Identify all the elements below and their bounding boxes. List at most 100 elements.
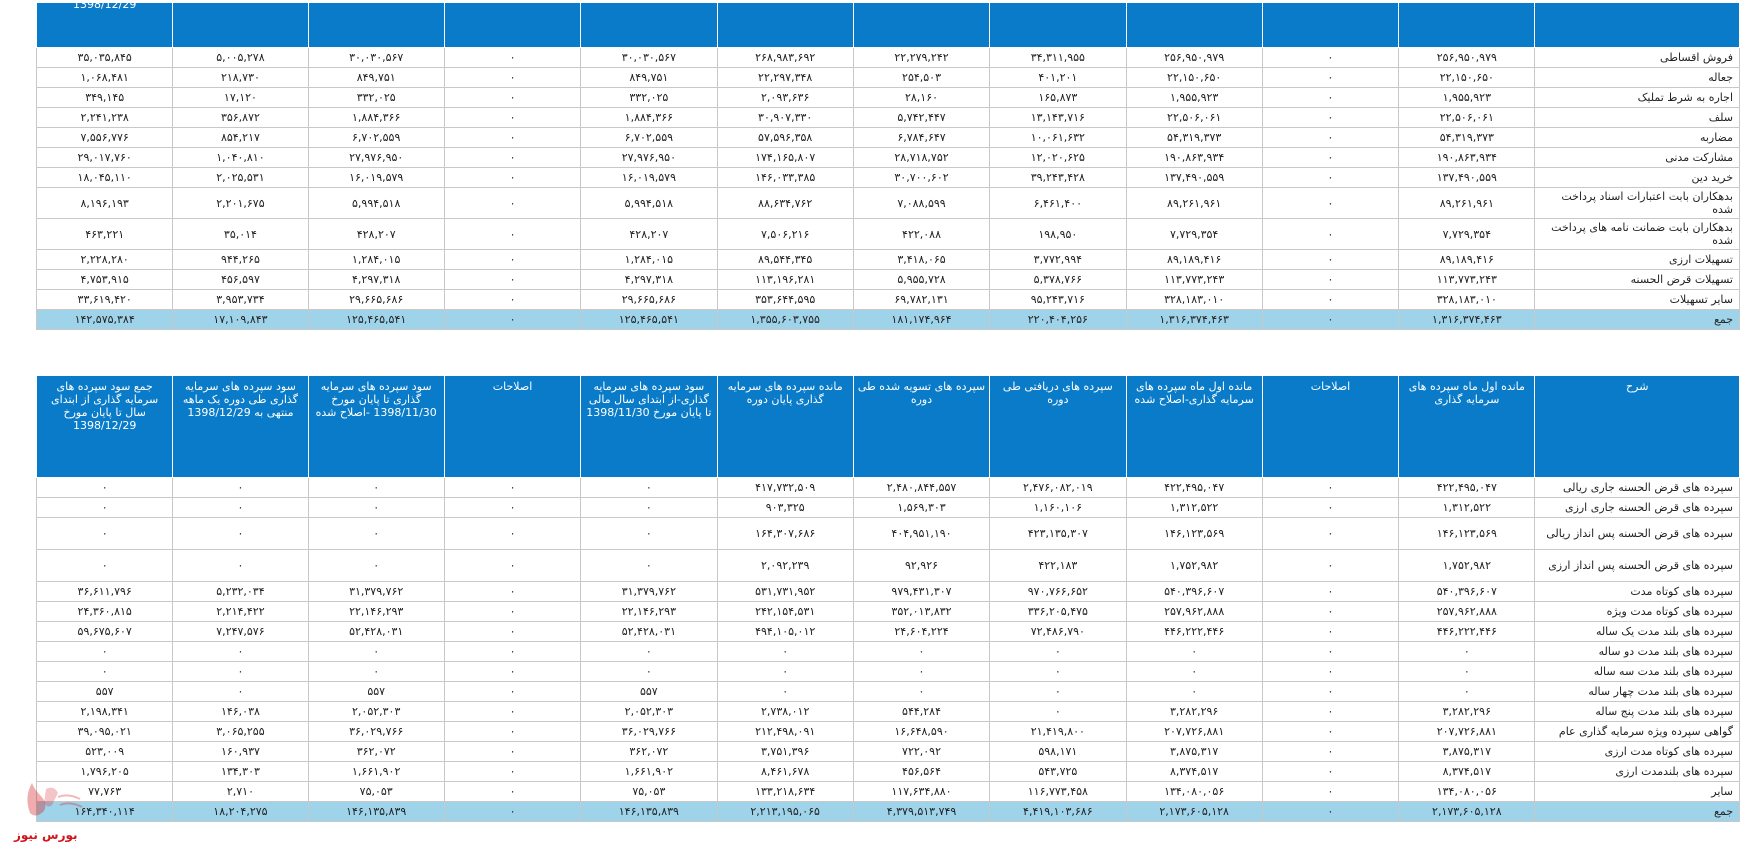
table-cell-value: ۱۴۶,۱۲۳,۵۶۹ [1125,517,1263,550]
row-label: سایر [1534,781,1740,802]
row-label: مشارکت مدنی [1534,147,1740,168]
table-row: ۰ ۰ ۰ ۰ ۰ ۰ ۰ ۰ ۰ ۰ ۰ سپرده های بلند مدت دو ساله [35,641,1740,662]
table-cell-value: ۳۱,۳۷۹,۷۶۲ [307,581,445,602]
table-cell-value: ۰ [35,641,174,662]
table-cell-value: ۱,۹۵۵,۹۲۳ [1125,87,1263,108]
table-cell-value: ۰ [443,661,582,682]
total-row: ۱۴۲,۵۷۵,۳۸۴ ۱۷,۱۰۹,۸۴۳ ۱۲۵,۴۶۵,۵۴۱ ۰ ۱۲۵,۴۶۵… [35,309,1740,330]
table-cell-value: ۰ [307,497,445,518]
table-cell-value: ۱۳۷,۴۹۰,۵۵۹ [1125,167,1263,188]
table-row: ۳۳,۶۱۹,۴۲۰ ۳,۹۵۳,۷۳۴ ۲۹,۶۶۵,۶۸۶ ۰ ۲۹,۶۶۵,۶۸۶… [35,289,1740,310]
row-label: سپرده های کوتاه مدت ویژه [1534,601,1740,622]
table-cell-value: ۰ [1398,641,1536,662]
table-cell-value: ۸۵۴,۲۱۷ [172,127,309,148]
table-cell-value: ۰ [1261,107,1400,128]
table-cell-value: ۱۱۷,۶۳۴,۸۸۰ [852,781,991,802]
row-label: سپرده های قرض الحسنه پس انداز ریالی [1534,517,1740,550]
table-cell-value: ۱۶۴,۳۴۰,۱۱۴ [35,801,174,822]
table-cell-value: ۵۴۰,۳۹۶,۶۰۷ [1125,581,1263,602]
table-cell-value: ۴۶۳,۲۲۱ [35,218,174,250]
table-cell-value: ۳۶۲,۰۷۲ [307,741,445,762]
table-cell-value: ۴,۲۹۷,۳۱۸ [307,269,445,290]
table-cell-value: ۰ [1261,127,1400,148]
row-label: تسهیلات قرض الحسنه [1534,269,1740,290]
table-cell-value: ۰ [35,549,174,582]
table-cell-value: ۰ [443,681,582,702]
table-row: ۳۹,۰۹۵,۰۲۱ ۳,۰۶۵,۲۵۵ ۳۶,۰۲۹,۷۶۶ ۰ ۳۶,۰۲۹,۷۶۶… [35,721,1740,742]
table-cell-value: ۲,۲۱۳,۱۹۵,۰۶۵ [716,801,854,822]
table-cell-value: ۰ [1261,187,1400,219]
table-cell-value: ۷,۵۵۶,۷۷۶ [35,127,174,148]
table-cell-value: ۰ [989,681,1127,702]
table-cell-value: ۱۸,۰۴۵,۱۱۰ [35,167,174,188]
table-cell-value: ۱۲,۰۲۰,۶۲۵ [989,147,1127,168]
row-label: مضاربه [1534,127,1740,148]
table-cell-value: ۳۹,۲۴۳,۴۲۸ [989,167,1127,188]
row-label: سپرده های بلند مدت یک ساله [1534,621,1740,642]
table-cell-value: ۲۱,۴۱۹,۸۰۰ [989,721,1127,742]
table-cell-value: ۰ [989,641,1127,662]
table-cell-value: ۸۹,۲۶۱,۹۶۱ [1398,187,1536,219]
table-cell-value: ۱۳,۱۴۳,۷۱۶ [989,107,1127,128]
row-label: اجاره به شرط تملیک [1534,87,1740,108]
table-cell-value: ۰ [443,87,582,108]
table-row: ۱,۰۶۸,۴۸۱ ۲۱۸,۷۳۰ ۸۴۹,۷۵۱ ۰ ۸۴۹,۷۵۱ ۲۲,۲۹۷,۳۴… [35,67,1740,88]
table-row: ۵۲۳,۰۰۹ ۱۶۰,۹۳۷ ۳۶۲,۰۷۲ ۰ ۳۶۲,۰۷۲ ۳,۷۵۱,۳۹۶ ۷۲… [35,741,1740,762]
table-cell-value: ۰ [1261,581,1400,602]
table-cell-value: ۲۲,۵۰۶,۰۶۱ [1125,107,1263,128]
table-cell-value: ۹۰۳,۳۲۵ [716,497,854,518]
table-cell-value: ۳۵۶,۸۷۲ [172,107,309,128]
row-label: بدهکاران بابت اعتبارات اسناد پرداخت شده [1534,187,1740,219]
table-cell-value: ۲۲,۵۰۶,۰۶۱ [1398,107,1536,128]
table-cell-value: ۲۵۷,۹۶۲,۸۸۸ [1125,601,1263,622]
column-header: سود سپرده های سرمایه گذاری طی دوره یک ما… [172,375,309,478]
row-label: جمع [1534,309,1740,330]
table-cell-value: ۱۳۷,۴۹۰,۵۵۹ [1398,167,1536,188]
table-cell-value: ۳,۸۷۵,۳۱۷ [1125,741,1263,762]
column-header: 1398/12/29 [35,2,174,48]
table-cell-value: ۰ [307,549,445,582]
table-cell-value: ۰ [443,289,582,310]
table-cell-value: ۰ [1261,269,1400,290]
table-row: ۳۵,۰۳۵,۸۴۵ ۵,۰۰۵,۲۷۸ ۳۰,۰۳۰,۵۶۷ ۰ ۳۰,۰۳۰,۵۶۷… [35,47,1740,68]
table-cell-value: ۳,۰۶۵,۲۵۵ [172,721,309,742]
table-cell-value: ۴۰۱,۲۰۱ [989,67,1127,88]
table-cell-value: ۰ [443,701,582,722]
table-cell-value: ۰ [443,721,582,742]
table-cell-value: ۳۱,۳۷۹,۷۶۲ [580,581,718,602]
table-cell-value: ۰ [35,661,174,682]
table-cell-value: ۲۸,۱۶۰ [852,87,991,108]
table-cell-value: ۰ [172,681,309,702]
table-cell-value: ۰ [443,47,582,68]
table-cell-value: ۰ [1398,661,1536,682]
column-header [1125,2,1263,48]
table-cell-value: ۸۴۹,۷۵۱ [580,67,718,88]
total-row: ۱۶۴,۳۴۰,۱۱۴ ۱۸,۲۰۴,۲۷۵ ۱۴۶,۱۳۵,۸۳۹ ۰ ۱۴۶,۱۳۵… [35,801,1740,822]
table-cell-value: ۲,۲۱۴,۴۲۲ [172,601,309,622]
row-label: سایر تسهیلات [1534,289,1740,310]
table-cell-value: ۸۴۹,۷۵۱ [307,67,445,88]
table-cell-value: ۷,۷۲۹,۳۵۴ [1398,218,1536,250]
table-cell-value: ۳۴,۳۱۱,۹۵۵ [989,47,1127,68]
table-cell-value: ۰ [172,497,309,518]
column-header [443,2,582,48]
table-cell-value: ۲,۱۹۸,۳۴۱ [35,701,174,722]
table-cell-value: ۱۴۶,۱۳۵,۸۳۹ [580,801,718,822]
table-cell-value: ۱۷,۱۲۰ [172,87,309,108]
table-cell-value: ۵,۹۵۵,۷۲۸ [852,269,991,290]
column-header [307,2,445,48]
column-header: اصلاحات [1261,375,1400,478]
column-header [716,2,854,48]
table-cell-value: ۱۲۵,۴۶۵,۵۴۱ [580,309,718,330]
table-cell-value: ۱۳۴,۰۸۰,۰۵۶ [1125,781,1263,802]
table-cell-value: ۱,۳۱۶,۳۷۴,۴۶۳ [1125,309,1263,330]
row-label: جمع [1534,801,1740,822]
table-cell-value: ۱۳۴,۰۸۰,۰۵۶ [1398,781,1536,802]
table-cell-value: ۵۹۸,۱۷۱ [989,741,1127,762]
table-cell-value: ۲,۲۴۱,۲۳۸ [35,107,174,128]
table-cell-value: ۲۱۸,۷۳۰ [172,67,309,88]
column-header [1261,2,1400,48]
table-cell-value: ۱۴۶,۱۲۳,۵۶۹ [1398,517,1536,550]
column-header: سپرده های تسویه شده طی دوره [852,375,991,478]
table-cell-value: ۷,۲۴۷,۵۷۶ [172,621,309,642]
